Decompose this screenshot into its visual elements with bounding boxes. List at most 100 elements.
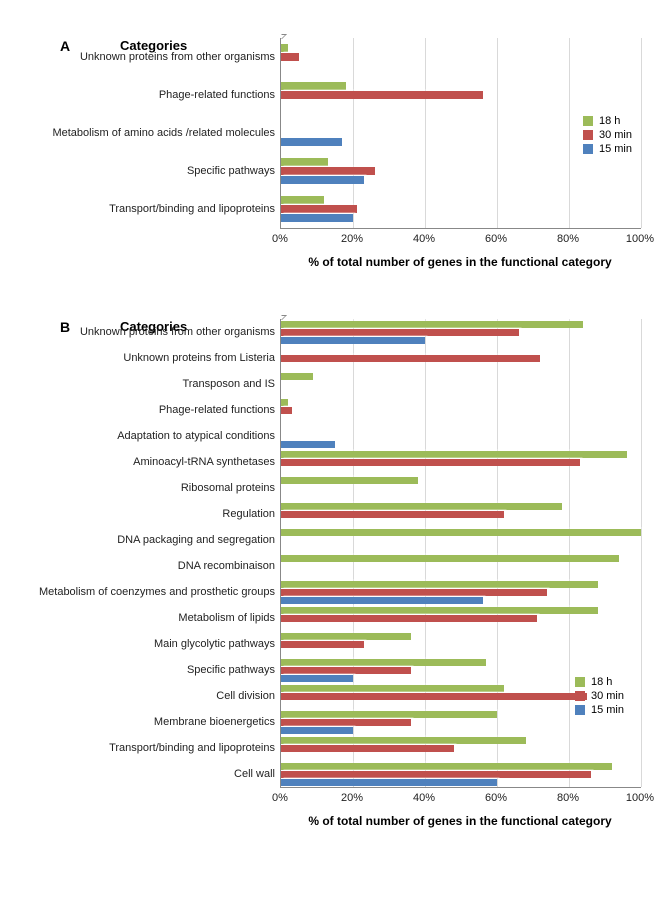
legend-item: 18 h bbox=[583, 115, 632, 127]
category-label: Unknown proteins from Listeria bbox=[123, 352, 281, 364]
category-label: Phage-related functions bbox=[159, 404, 281, 416]
category-row: Phage-related functions bbox=[281, 397, 641, 423]
panel-b-xlabel: % of total number of genes in the functi… bbox=[280, 814, 640, 828]
panel-b-legend: 18 h 30 min 15 min bbox=[575, 674, 624, 718]
bar-15min bbox=[281, 214, 353, 222]
bar-18h bbox=[281, 555, 619, 562]
legend-swatch bbox=[575, 705, 585, 715]
category-label: DNA recombinaison bbox=[178, 560, 281, 572]
panel-b: B Categories Unknown proteins from other… bbox=[20, 319, 642, 828]
category-label: Unknown proteins from other organisms bbox=[80, 51, 281, 63]
category-row: Unknown proteins from other organisms bbox=[281, 38, 641, 76]
bar-15min bbox=[281, 138, 342, 146]
category-label: Transposon and IS bbox=[182, 378, 281, 390]
x-tick-label: 80% bbox=[557, 792, 579, 804]
panel-a-label: A bbox=[60, 38, 70, 54]
legend-swatch bbox=[575, 677, 585, 687]
category-row: Aminoacyl-tRNA synthetases bbox=[281, 449, 641, 475]
bar-30min bbox=[281, 407, 292, 414]
bar-15min bbox=[281, 441, 335, 448]
category-label: DNA packaging and segregation bbox=[117, 534, 281, 546]
panel-a-xlabel: % of total number of genes in the functi… bbox=[280, 255, 640, 269]
bar-30min bbox=[281, 745, 454, 752]
category-label: Metabolism of lipids bbox=[178, 612, 281, 624]
bar-30min bbox=[281, 615, 537, 622]
category-label: Cell division bbox=[216, 690, 281, 702]
x-tick-label: 0% bbox=[272, 233, 288, 245]
category-row: Transposon and IS bbox=[281, 371, 641, 397]
legend-label: 18 h bbox=[599, 115, 620, 127]
bar-15min bbox=[281, 779, 497, 786]
panel-b-xticks: 0%20%40%60%80%100% bbox=[280, 788, 640, 806]
x-tick-label: 20% bbox=[341, 233, 363, 245]
category-row: Cell wall bbox=[281, 761, 641, 787]
bar-15min bbox=[281, 727, 353, 734]
bar-15min bbox=[281, 675, 353, 682]
legend-item: 30 min bbox=[575, 690, 624, 702]
bar-18h bbox=[281, 477, 418, 484]
category-label: Metabolism of coenzymes and prosthetic g… bbox=[39, 586, 281, 598]
legend-label: 30 min bbox=[599, 129, 632, 141]
bar-30min bbox=[281, 91, 483, 99]
category-row: Transport/binding and lipoproteins bbox=[281, 190, 641, 228]
x-tick-label: 40% bbox=[413, 233, 435, 245]
category-row: Regulation bbox=[281, 501, 641, 527]
panel-a: A Categories Unknown proteins from other… bbox=[20, 38, 642, 269]
panel-b-label: B bbox=[60, 319, 70, 335]
legend-label: 15 min bbox=[599, 143, 632, 155]
bar-30min bbox=[281, 355, 540, 362]
category-label: Transport/binding and lipoproteins bbox=[109, 742, 281, 754]
category-row: Main glycolytic pathways bbox=[281, 631, 641, 657]
x-tick-label: 40% bbox=[413, 792, 435, 804]
bar-18h bbox=[281, 373, 313, 380]
x-tick-label: 60% bbox=[485, 792, 507, 804]
x-tick-label: 0% bbox=[272, 792, 288, 804]
gridline bbox=[641, 319, 642, 787]
bar-30min bbox=[281, 641, 364, 648]
category-label: Transport/binding and lipoproteins bbox=[109, 203, 281, 215]
category-row: Adaptation to atypical conditions bbox=[281, 423, 641, 449]
legend-label: 18 h bbox=[591, 676, 612, 688]
category-label: Aminoacyl-tRNA synthetases bbox=[133, 456, 281, 468]
x-tick-label: 60% bbox=[485, 233, 507, 245]
legend-swatch bbox=[583, 130, 593, 140]
category-row: Unknown proteins from Listeria bbox=[281, 345, 641, 371]
legend-item: 15 min bbox=[575, 704, 624, 716]
legend-swatch bbox=[583, 116, 593, 126]
bar-18h bbox=[281, 529, 641, 536]
x-tick-label: 100% bbox=[626, 792, 654, 804]
category-label: Metabolism of amino acids /related molec… bbox=[52, 127, 281, 139]
bar-30min bbox=[281, 459, 580, 466]
legend-item: 15 min bbox=[583, 143, 632, 155]
gridline bbox=[641, 38, 642, 228]
bar-15min bbox=[281, 597, 483, 604]
category-label: Adaptation to atypical conditions bbox=[117, 430, 281, 442]
legend-label: 30 min bbox=[591, 690, 624, 702]
category-row: Ribosomal proteins bbox=[281, 475, 641, 501]
category-label: Regulation bbox=[222, 508, 281, 520]
category-row: DNA recombinaison bbox=[281, 553, 641, 579]
legend-item: 18 h bbox=[575, 676, 624, 688]
category-label: Ribosomal proteins bbox=[181, 482, 281, 494]
category-label: Membrane bioenergetics bbox=[154, 716, 281, 728]
legend-label: 15 min bbox=[591, 704, 624, 716]
category-label: Specific pathways bbox=[187, 165, 281, 177]
category-row: Metabolism of coenzymes and prosthetic g… bbox=[281, 579, 641, 605]
category-row: Unknown proteins from other organisms bbox=[281, 319, 641, 345]
category-row: Phage-related functions bbox=[281, 76, 641, 114]
bar-30min bbox=[281, 53, 299, 61]
bar-30min bbox=[281, 693, 587, 700]
category-label: Main glycolytic pathways bbox=[154, 638, 281, 650]
legend-item: 30 min bbox=[583, 129, 632, 141]
x-tick-label: 100% bbox=[626, 233, 654, 245]
category-label: Cell wall bbox=[234, 768, 281, 780]
x-tick-label: 20% bbox=[341, 792, 363, 804]
category-label: Specific pathways bbox=[187, 664, 281, 676]
category-label: Phage-related functions bbox=[159, 89, 281, 101]
x-tick-label: 80% bbox=[557, 233, 579, 245]
legend-swatch bbox=[575, 691, 585, 701]
category-row: Metabolism of lipids bbox=[281, 605, 641, 631]
legend-swatch bbox=[583, 144, 593, 154]
category-label: Unknown proteins from other organisms bbox=[80, 326, 281, 338]
category-row: Transport/binding and lipoproteins bbox=[281, 735, 641, 761]
